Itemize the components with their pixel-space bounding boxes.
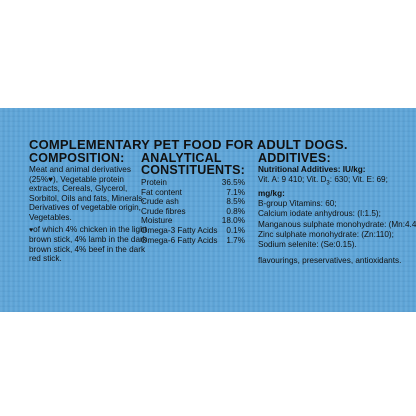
- additive-line: B-group Vitamins: 60;: [258, 199, 337, 209]
- additives-section: ADDITIVES: Nutritional Additives: IU/kg:…: [258, 151, 416, 266]
- table-row: Omega-6 Fatty Acids 1.7%: [141, 236, 245, 246]
- composition-note-text: of which 4% chicken in the light brown s…: [29, 224, 147, 264]
- additive-line: Manganous sulphate monohydrate: (Mn:4.4)…: [258, 219, 416, 229]
- analytical-table: Protein 36.5% Fat content 7.1% Crude ash 8.…: [141, 178, 245, 245]
- composition-note: ♥of which 4% chicken in the light brown …: [29, 225, 149, 264]
- constituent-value: 8.5%: [226, 197, 245, 207]
- constituent-name: Omega-3 Fatty Acids: [141, 225, 218, 235]
- table-row: Crude fibres 0.8%: [141, 207, 245, 217]
- table-row: Moisture 18.0%: [141, 216, 245, 226]
- additive-line: Sodium selenite: (Se:0.15).: [258, 240, 357, 250]
- table-row: Fat content 7.1%: [141, 188, 245, 198]
- additives-footer: flavourings, preservatives, antioxidants…: [258, 256, 402, 266]
- mgkg-label: mg/kg:: [258, 189, 285, 199]
- constituent-value: 1.7%: [226, 235, 245, 245]
- additives-heading: ADDITIVES:: [258, 151, 331, 165]
- constituent-value: 0.1%: [226, 225, 245, 235]
- vitamins-subscript: 3: [326, 180, 330, 187]
- analytical-section: ANALYTICAL CONSTITUENTS: Protein 36.5% Fa…: [141, 152, 247, 245]
- table-row: Protein 36.5%: [141, 178, 245, 188]
- constituent-value: 0.8%: [226, 206, 245, 216]
- additive-line: Zinc sulphate monohydrate: (Zn:110);: [258, 229, 394, 239]
- constituent-value: 18.0%: [221, 216, 245, 226]
- vitamins-line: Vit. A: 9 410; Vit. D3: 630; Vit. E: 69;: [258, 175, 398, 189]
- heart-icon: ♥: [29, 226, 34, 234]
- vitamins-prefix: Vit. A: 9 410; Vit. D: [258, 175, 327, 185]
- constituent-name: Crude ash: [141, 197, 179, 207]
- composition-text: Meat and animal derivatives (25%♥), Vege…: [29, 165, 145, 222]
- composition-heading: COMPOSITION:: [29, 151, 125, 165]
- vitamins-suffix: : 630; Vit. E: 69;: [329, 175, 388, 185]
- constituent-name: Moisture: [141, 216, 173, 226]
- composition-section: COMPOSITION: Meat and animal derivatives…: [29, 152, 149, 264]
- constituent-name: Protein: [141, 178, 167, 187]
- nutritional-additives-title: Nutritional Additives: IU/kg:: [258, 165, 366, 174]
- analytical-heading-line2: CONSTITUENTS:: [141, 163, 245, 177]
- constituent-name: Omega-6 Fatty Acids: [141, 235, 218, 245]
- analytical-heading: ANALYTICAL CONSTITUENTS:: [141, 151, 247, 177]
- table-row: Omega-3 Fatty Acids 0.1%: [141, 226, 245, 236]
- analytical-heading-line1: ANALYTICAL: [141, 151, 222, 165]
- table-row: Crude ash 8.5%: [141, 197, 245, 207]
- additive-line: Calcium iodate anhydrous: (I:1.5);: [258, 209, 381, 219]
- constituent-value: 36.5%: [221, 178, 245, 187]
- constituent-value: 7.1%: [226, 187, 245, 197]
- constituent-name: Crude fibres: [141, 206, 186, 216]
- blue-label-panel: [0, 108, 416, 312]
- constituent-name: Fat content: [141, 187, 182, 197]
- label-headline: COMPLEMENTARY PET FOOD FOR ADULT DOGS.: [29, 137, 348, 152]
